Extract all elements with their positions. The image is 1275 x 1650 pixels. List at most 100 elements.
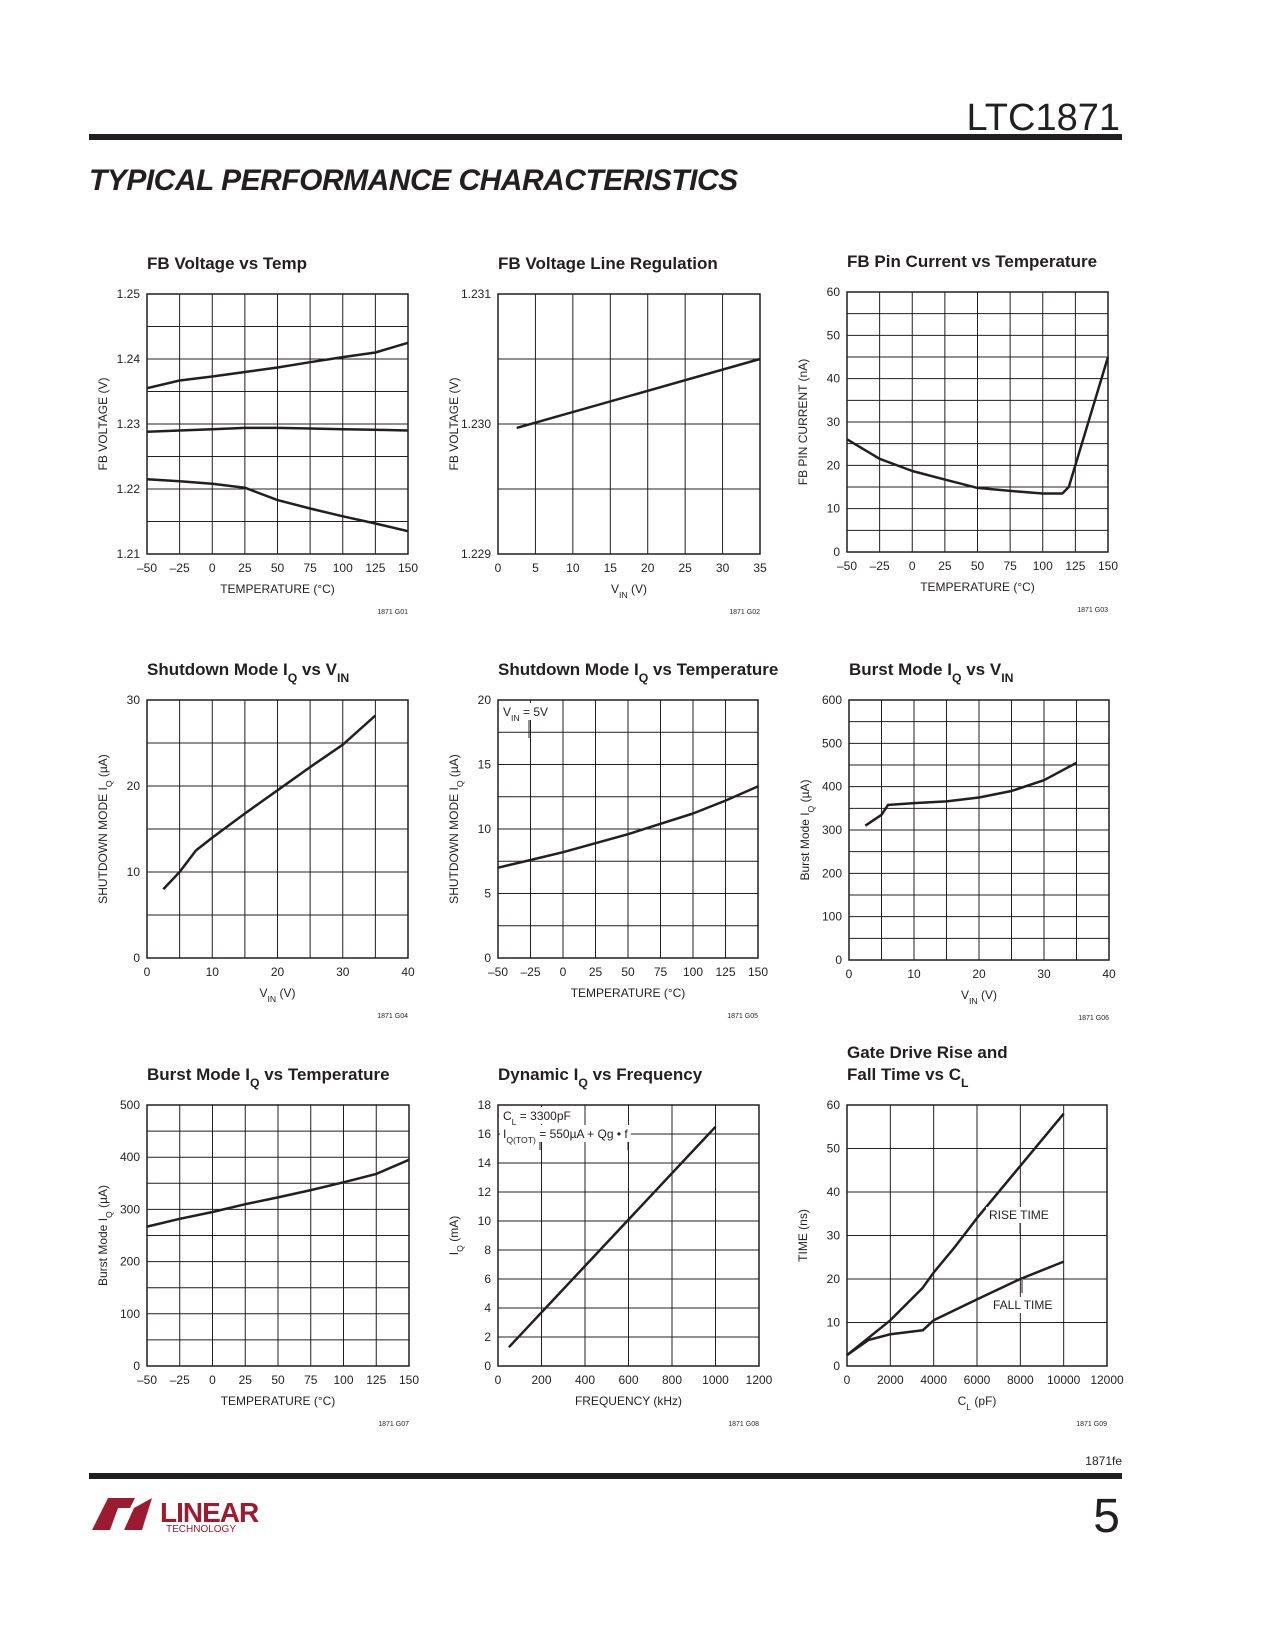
chart-title: FB Voltage Line Regulation	[498, 254, 718, 273]
x-tick-label: 2000	[877, 1373, 904, 1387]
y-tick-label: 1.22	[117, 482, 141, 496]
chart-title: Gate Drive Rise and	[847, 1043, 1008, 1062]
y-axis-label: TIME (ns)	[796, 1209, 810, 1262]
plot-frame	[146, 293, 409, 555]
y-tick-label: 1.23	[117, 417, 141, 431]
data-line	[497, 785, 759, 869]
text-run: vs Temperature	[259, 1065, 389, 1084]
x-tick-label: 25	[589, 965, 603, 979]
x-tick-label: 50	[271, 1373, 285, 1387]
x-tick-label: 50	[971, 559, 985, 573]
x-tick-label: 600	[618, 1373, 638, 1387]
text-run: (V)	[978, 988, 997, 1002]
y-tick-label: 0	[133, 1359, 140, 1373]
y-axis-label: IQ (mA)	[447, 1216, 465, 1255]
x-tick-label: –50	[837, 559, 857, 573]
x-tick-label: 100	[1033, 559, 1053, 573]
text-run: TEMPERATURE (°C)	[920, 580, 1035, 594]
figure-code: 1871 G02	[729, 609, 760, 616]
x-tick-label: 25	[239, 1373, 253, 1387]
figure-code: 1871 G08	[728, 1421, 759, 1428]
x-tick-label: 25	[938, 559, 952, 573]
series-label: FALL TIME	[993, 1298, 1052, 1312]
subscript: IN	[969, 996, 978, 1006]
y-tick-label: 0	[833, 1359, 840, 1373]
subscript: Q	[104, 780, 114, 787]
x-tick-label: 20	[271, 965, 285, 979]
subscript: Q	[288, 671, 298, 685]
y-tick-label: 0	[133, 951, 140, 965]
y-tick-label: 5	[484, 887, 491, 901]
text-run: (V)	[276, 986, 295, 1000]
data-line	[146, 477, 409, 533]
subscript: Q	[104, 1211, 114, 1218]
x-tick-label: 12000	[1090, 1373, 1124, 1387]
y-tick-label: 40	[827, 372, 841, 386]
y-tick-label: 400	[120, 1150, 140, 1164]
x-tick-label: 30	[716, 561, 730, 575]
text-run: TEMPERATURE (°C)	[220, 582, 335, 596]
y-tick-label: 20	[478, 693, 492, 707]
x-tick-label: 100	[333, 561, 353, 575]
x-tick-label: 1200	[746, 1373, 773, 1387]
x-tick-label: 10	[907, 967, 921, 981]
plot-frame	[146, 699, 409, 959]
text-run: Shutdown Mode I	[147, 660, 288, 679]
plot-frame	[497, 293, 761, 555]
text-run: (µA)	[96, 754, 110, 780]
text-run: Fall Time vs C	[847, 1065, 961, 1084]
y-tick-label: 8	[484, 1243, 491, 1257]
data-line	[146, 341, 409, 390]
annotation-bg	[500, 1125, 631, 1142]
x-tick-label: 30	[336, 965, 350, 979]
y-tick-label: 40	[827, 1185, 841, 1199]
chart-title: Fall Time vs CL	[847, 1065, 969, 1090]
y-tick-label: 20	[827, 1272, 841, 1286]
y-axis-label: FB VOLTAGE (V)	[447, 378, 461, 471]
text-run: Shutdown Mode I	[498, 660, 639, 679]
plot-frame	[497, 1104, 760, 1367]
x-tick-label: 50	[621, 965, 635, 979]
x-axis-label: FREQUENCY (kHz)	[575, 1394, 682, 1408]
y-tick-label: 15	[478, 758, 492, 772]
x-tick-label: 150	[748, 965, 768, 979]
data-line	[146, 1158, 410, 1228]
footer-rule	[89, 1473, 1122, 1479]
subscript: L	[512, 1117, 517, 1127]
y-tick-label: 500	[822, 736, 842, 750]
data-line	[146, 426, 409, 434]
text-run: (µA)	[798, 780, 812, 806]
text-run: FB Voltage Line Regulation	[498, 254, 718, 273]
x-tick-label: 0	[846, 967, 853, 981]
figure-code: 1871 G01	[377, 609, 408, 616]
subscript: Q	[952, 671, 962, 685]
figure-code: 1871 G09	[1076, 1421, 1107, 1428]
text-run: Gate Drive Rise and	[847, 1043, 1008, 1062]
x-tick-label: –50	[488, 965, 508, 979]
x-tick-label: 5	[532, 561, 539, 575]
x-tick-label: –50	[137, 561, 157, 575]
text-run: SHUTDOWN MODE I	[447, 787, 461, 904]
y-tick-label: 4	[484, 1301, 491, 1315]
x-tick-label: –50	[137, 1373, 157, 1387]
text-run: = 5V	[520, 705, 548, 719]
chart-title: Burst Mode IQ vs Temperature	[147, 1065, 390, 1090]
y-tick-label: 30	[827, 415, 841, 429]
x-tick-label: 150	[1098, 559, 1118, 573]
subscript: Q	[455, 1245, 465, 1252]
subscript: L	[966, 1402, 971, 1412]
x-tick-label: 125	[365, 561, 385, 575]
text-run: FB VOLTAGE (V)	[96, 378, 110, 471]
x-axis-label: TEMPERATURE (°C)	[920, 580, 1035, 594]
text-run: (µA)	[96, 1185, 110, 1211]
x-tick-label: 8000	[1007, 1373, 1034, 1387]
x-tick-label: 125	[715, 965, 735, 979]
x-tick-label: 25	[678, 561, 692, 575]
text-run: FREQUENCY (kHz)	[575, 1394, 682, 1408]
text-run: C	[503, 1109, 512, 1123]
text-run: FB PIN CURRENT (nA)	[796, 359, 810, 485]
x-tick-label: 100	[683, 965, 703, 979]
subscript: Q	[250, 1076, 260, 1090]
y-tick-label: 10	[827, 502, 841, 516]
x-tick-label: –25	[170, 1373, 190, 1387]
